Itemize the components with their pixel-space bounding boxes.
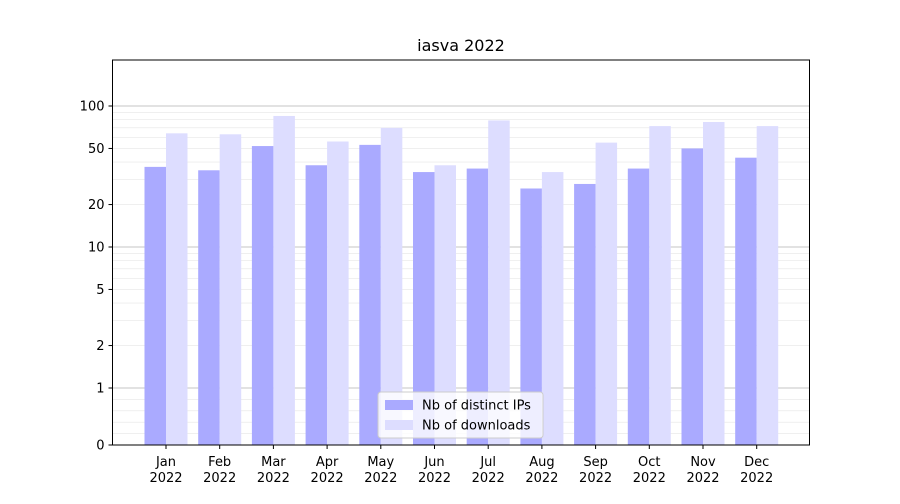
- bars: [144, 115, 779, 446]
- y-tick-label: 50: [88, 142, 105, 157]
- y-tick-label: 0: [96, 439, 104, 454]
- x-tick-label: Sep: [583, 455, 608, 470]
- bar: [359, 144, 381, 445]
- bar: [305, 165, 328, 445]
- bar: [627, 168, 650, 445]
- x-tick-label: Oct: [638, 455, 660, 470]
- x-tick-label: 2022: [472, 471, 505, 486]
- bar: [649, 126, 671, 445]
- x-tick-label: 2022: [525, 471, 558, 486]
- x-tick-label: Jul: [479, 455, 496, 470]
- bar: [380, 127, 403, 445]
- x-tick-label: 2022: [418, 471, 451, 486]
- x-tick-label: 2022: [203, 471, 236, 486]
- bar: [681, 148, 703, 445]
- y-tick-label: 5: [96, 283, 104, 298]
- x-tick-label: 2022: [740, 471, 773, 486]
- bar: [273, 115, 295, 445]
- x-tick-label: Aug: [529, 455, 554, 470]
- bar: [251, 146, 274, 446]
- y-tick-label: 1: [96, 382, 104, 397]
- bar: [574, 183, 596, 445]
- bar: [144, 166, 166, 446]
- bar: [735, 157, 757, 445]
- bar: [327, 141, 349, 445]
- x-tick-label: May: [367, 455, 394, 470]
- bar: [488, 120, 510, 446]
- bar: [219, 134, 242, 446]
- bar: [166, 133, 188, 446]
- x-tick-label: 2022: [686, 471, 719, 486]
- bar: [595, 142, 618, 445]
- bar: [413, 172, 435, 446]
- plot-frame: [112, 59, 810, 446]
- x-tick-label: 2022: [364, 471, 397, 486]
- x-tick-label: Mar: [261, 455, 286, 470]
- x-tick-label: 2022: [257, 471, 290, 486]
- legend-swatch: [385, 400, 413, 410]
- y-tick-label: 100: [80, 100, 105, 115]
- x-tick-label: 2022: [633, 471, 666, 486]
- bar: [703, 122, 725, 445]
- chart-title: iasva 2022: [417, 36, 505, 55]
- legend-label: Nb of distinct IPs: [422, 399, 531, 414]
- bar: [434, 165, 456, 445]
- y-axis: 0 1 2 5 10 20 50 100: [80, 100, 113, 454]
- x-tick-label: Dec: [744, 455, 769, 470]
- legend-swatch: [385, 420, 413, 430]
- x-tick-label: 2022: [311, 471, 344, 486]
- x-tick-label: Feb: [208, 455, 231, 470]
- bar: [756, 126, 779, 445]
- y-tick-label: 2: [96, 339, 104, 354]
- x-tick-label: Jun: [423, 455, 444, 470]
- x-tick-label: Jan: [155, 455, 176, 470]
- bar: [520, 188, 542, 445]
- bar: [198, 170, 220, 445]
- bar: [541, 172, 564, 446]
- y-tick-label: 20: [88, 198, 105, 213]
- y-tick-label: 10: [88, 241, 105, 256]
- legend: Nb of distinct IPs Nb of downloads: [377, 391, 544, 439]
- x-axis: Jan2022Feb2022Mar2022Apr2022May2022Jun20…: [149, 445, 773, 486]
- legend-label: Nb of downloads: [422, 419, 531, 434]
- x-tick-label: 2022: [149, 471, 182, 486]
- x-tick-label: Apr: [316, 455, 339, 470]
- bar: [466, 168, 489, 445]
- x-tick-label: 2022: [579, 471, 612, 486]
- x-tick-label: Nov: [690, 455, 716, 470]
- legend-box: [377, 391, 544, 439]
